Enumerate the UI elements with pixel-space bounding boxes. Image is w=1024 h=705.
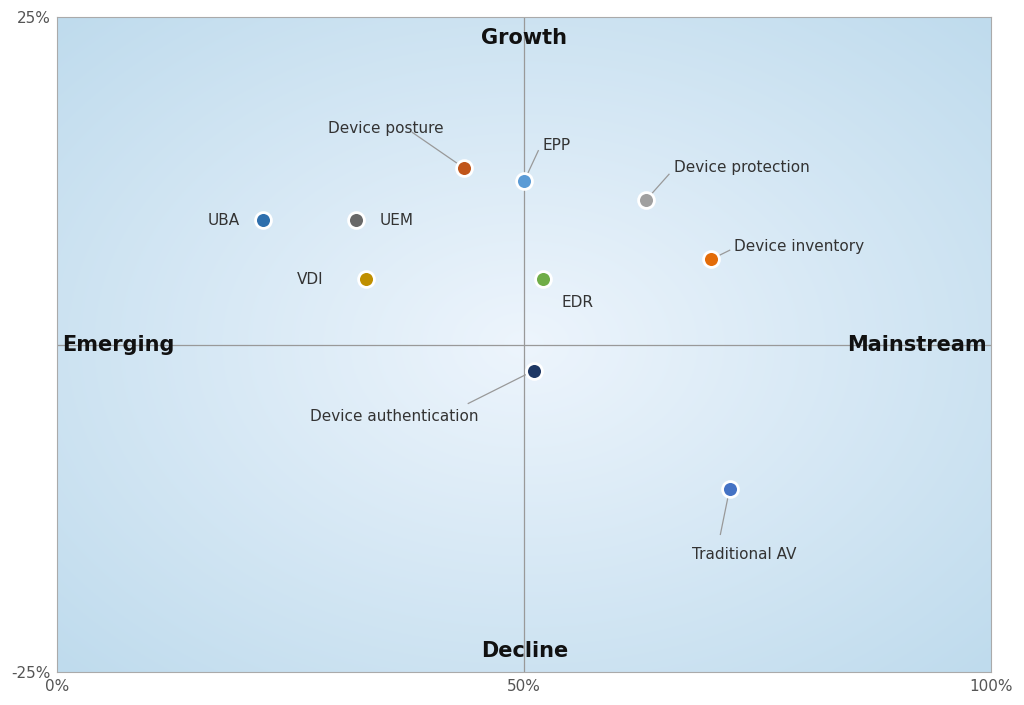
Point — [702, 254, 719, 265]
Point — [255, 214, 271, 226]
Text: Device inventory: Device inventory — [734, 239, 864, 254]
Point — [638, 195, 654, 206]
Text: VDI: VDI — [297, 271, 324, 286]
Point — [525, 365, 542, 376]
Point — [357, 274, 374, 285]
Text: Decline: Decline — [480, 642, 568, 661]
Text: Growth: Growth — [481, 27, 567, 48]
Text: UBA: UBA — [208, 213, 240, 228]
Text: Device authentication: Device authentication — [309, 409, 478, 424]
Point — [516, 175, 532, 186]
Text: Device protection: Device protection — [674, 160, 809, 176]
Point — [348, 214, 365, 226]
Text: Mainstream: Mainstream — [847, 335, 986, 355]
Point — [535, 274, 551, 285]
Point — [456, 162, 472, 173]
Text: Traditional AV: Traditional AV — [692, 546, 797, 562]
Text: Emerging: Emerging — [62, 335, 174, 355]
Point — [722, 483, 738, 494]
Text: EPP: EPP — [543, 138, 571, 153]
Text: Device posture: Device posture — [329, 121, 443, 136]
Text: EDR: EDR — [561, 295, 594, 309]
Text: UEM: UEM — [380, 213, 414, 228]
